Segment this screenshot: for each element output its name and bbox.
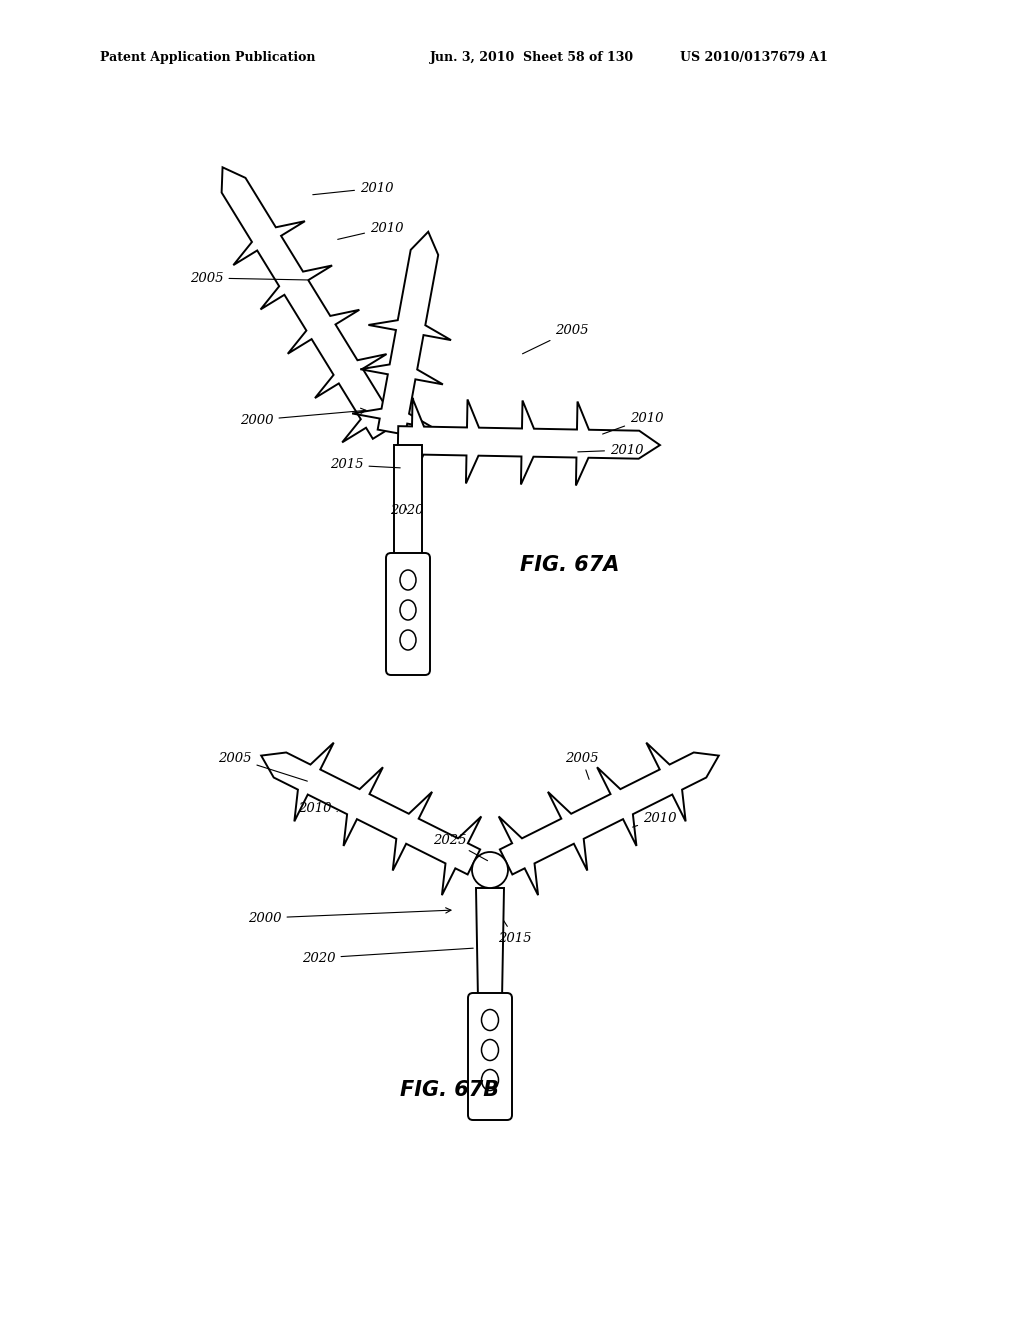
Text: Patent Application Publication: Patent Application Publication [100, 51, 315, 65]
Ellipse shape [400, 630, 416, 649]
Text: 2015: 2015 [498, 920, 531, 945]
Text: FIG. 67B: FIG. 67B [400, 1080, 500, 1100]
Text: 2010: 2010 [298, 801, 337, 814]
Polygon shape [499, 743, 719, 895]
Ellipse shape [400, 570, 416, 590]
Text: 2015: 2015 [330, 458, 400, 471]
FancyBboxPatch shape [386, 553, 430, 675]
Ellipse shape [481, 1069, 499, 1090]
Ellipse shape [481, 1040, 499, 1060]
Text: 2020: 2020 [302, 948, 473, 965]
Text: 2010: 2010 [338, 222, 403, 239]
FancyBboxPatch shape [468, 993, 512, 1119]
Text: 2010: 2010 [312, 181, 393, 195]
Text: 2005: 2005 [218, 751, 307, 781]
Polygon shape [352, 232, 451, 434]
Polygon shape [394, 445, 422, 560]
Circle shape [472, 851, 508, 888]
Polygon shape [261, 743, 481, 895]
Polygon shape [221, 168, 414, 442]
Ellipse shape [481, 1010, 499, 1031]
Ellipse shape [400, 601, 416, 620]
Text: FIG. 67A: FIG. 67A [520, 554, 620, 576]
Text: 2025: 2025 [433, 833, 487, 861]
Text: 2005: 2005 [190, 272, 307, 285]
Text: 2000: 2000 [248, 908, 451, 924]
Polygon shape [476, 888, 504, 1001]
Polygon shape [397, 399, 659, 486]
Text: US 2010/0137679 A1: US 2010/0137679 A1 [680, 51, 827, 65]
Text: 2005: 2005 [522, 323, 589, 354]
Text: Jun. 3, 2010  Sheet 58 of 130: Jun. 3, 2010 Sheet 58 of 130 [430, 51, 634, 65]
Text: 2000: 2000 [240, 408, 366, 426]
Text: 2010: 2010 [633, 812, 677, 828]
Text: 2010: 2010 [578, 444, 643, 457]
Text: 2005: 2005 [565, 751, 598, 779]
Text: 2020: 2020 [390, 503, 424, 516]
Text: 2010: 2010 [602, 412, 664, 434]
